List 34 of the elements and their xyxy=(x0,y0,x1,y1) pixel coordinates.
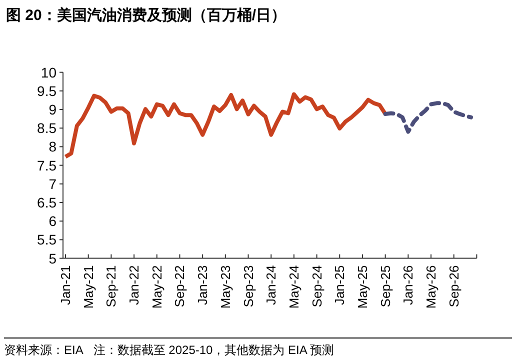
x-tick-label: Sep-25 xyxy=(378,265,393,308)
x-tick-label: Jan-26 xyxy=(400,265,416,306)
x-tick-label: Jan-23 xyxy=(195,265,210,306)
x-tick-label: Sep-26 xyxy=(446,265,462,308)
x-tick-label: Sep-22 xyxy=(172,265,188,308)
x-tick-label: Jan-22 xyxy=(126,265,142,306)
x-tick-label: Sep-23 xyxy=(240,265,256,308)
y-tick-label: 6.5 xyxy=(37,194,57,210)
x-tick-label: Jan-24 xyxy=(264,265,279,306)
line-series xyxy=(383,101,473,134)
y-tick-label: 7 xyxy=(48,176,57,192)
x-tick-label: Sep-21 xyxy=(104,265,119,308)
x-tick-label: May-26 xyxy=(424,265,439,309)
y-tick-label: 7.5 xyxy=(37,157,57,174)
x-tick-label: May-24 xyxy=(286,265,302,309)
text: 资料来源：EIA xyxy=(4,343,84,357)
x-tick-label: May-23 xyxy=(218,265,233,309)
y-tick-label: 5 xyxy=(48,250,57,266)
line-series xyxy=(64,92,388,159)
chart-title: 图 20：美国汽油消费及预测（百万桶/日） xyxy=(6,6,286,24)
y-tick-label: 6 xyxy=(48,213,57,230)
x-tick-label: May-21 xyxy=(80,265,96,309)
x-tick-label: Sep-24 xyxy=(309,265,324,308)
text: 注：数据截至 2025-10，其他数据为 EIA 预测 xyxy=(93,343,334,357)
x-tick-label: May-22 xyxy=(149,265,164,309)
y-tick-label: 9 xyxy=(48,102,57,118)
y-tick-label: 8.5 xyxy=(37,120,57,136)
y-tick-label: 9.5 xyxy=(37,82,57,99)
y-tick-label: 8 xyxy=(48,138,57,155)
y-tick-label: 5.5 xyxy=(37,232,57,248)
x-tick-label: Jan-21 xyxy=(58,265,73,306)
x-tick-label: May-25 xyxy=(354,265,370,309)
x-tick-label: Jan-25 xyxy=(332,265,348,306)
y-tick-label: 10 xyxy=(40,64,57,80)
